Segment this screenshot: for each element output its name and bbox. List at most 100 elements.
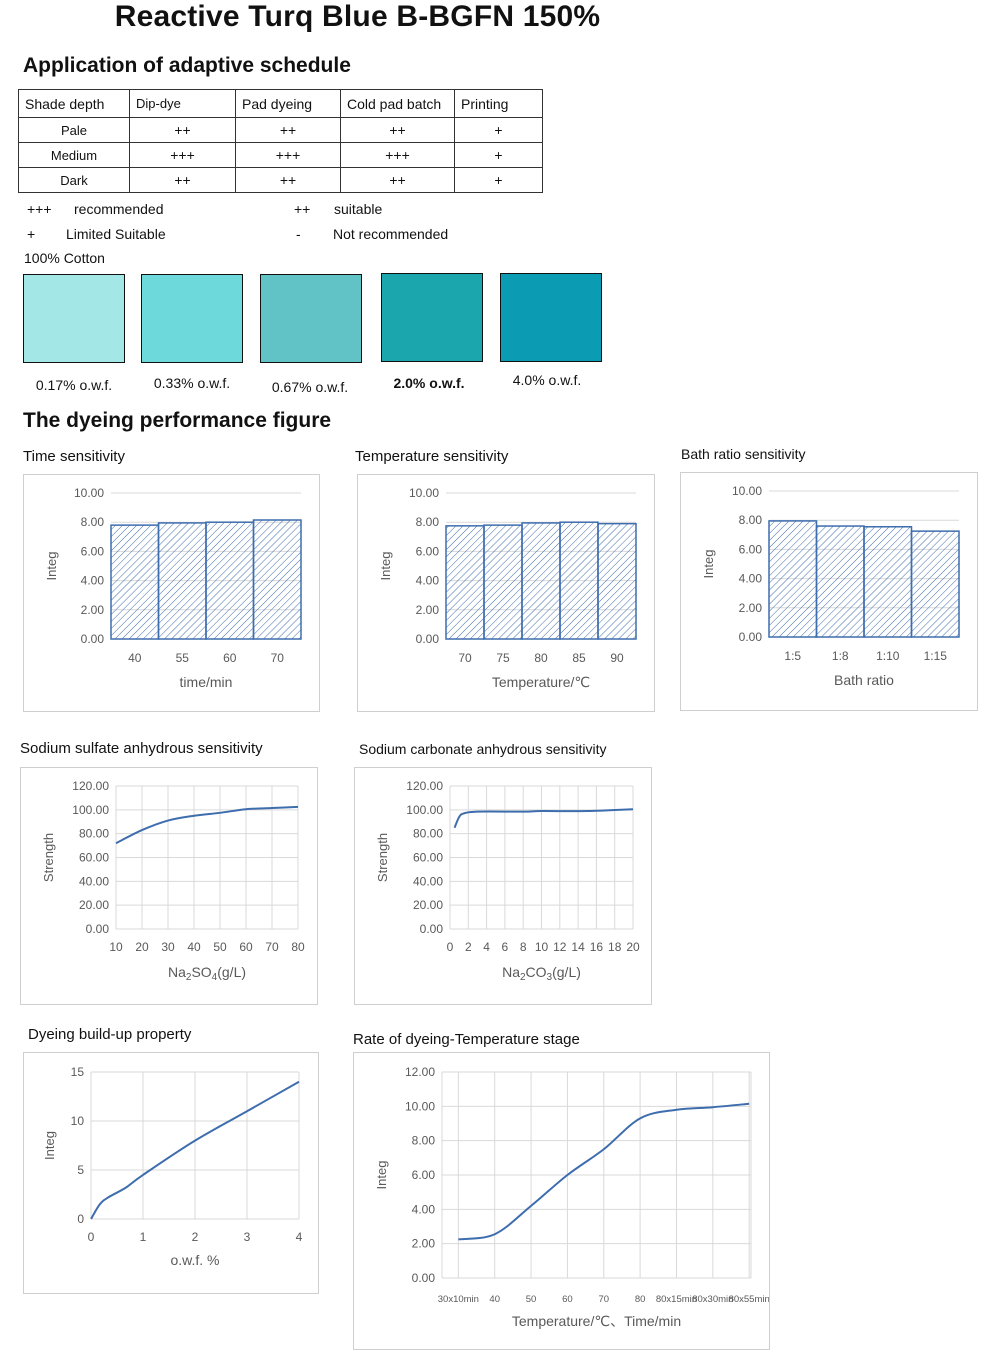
x-axis-label-part: Na: [502, 964, 520, 980]
y-tick-label: 0.00: [416, 632, 440, 646]
y-tick-label: 8.00: [739, 513, 763, 527]
y-tick-label: 8.00: [412, 1134, 436, 1148]
x-axis-label: time/min: [180, 674, 233, 690]
shades-heading: 100% Cotton: [24, 250, 105, 266]
bar: [559, 521, 599, 640]
bar: [205, 521, 255, 640]
x-tick-label: 80: [534, 651, 548, 665]
x-tick-label: 0: [88, 1230, 95, 1244]
table-cell: ++: [340, 167, 455, 193]
legend-symbol-limited: +: [27, 226, 36, 242]
sodium-sulfate-chart: 0.00 20.00 40.00 60.00 80.00 100.00 120.00 Stre…: [41, 779, 305, 983]
y-tick-label: 20.00: [413, 898, 443, 912]
y-tick-label: 15: [71, 1065, 85, 1079]
y-tick-label: 120.00: [406, 779, 443, 793]
chart-panel-bath: 0.00 2.00 4.00 6.00 8.00 10.00 Integ 1:5 1:8 1:10…: [680, 472, 978, 711]
shade-label: 4.0% o.w.f.: [512, 372, 582, 388]
x-tick-label: 10: [109, 940, 123, 954]
x-axis-label-part: SO: [191, 964, 211, 980]
y-tick-label: 6.00: [81, 544, 105, 558]
x-tick-label: 1:8: [832, 649, 849, 663]
y-tick-label: 10.00: [405, 1099, 435, 1113]
legend-symbol-not: -: [296, 226, 301, 242]
y-tick-label: 0.00: [86, 922, 110, 936]
y-axis-label: Integ: [42, 1131, 57, 1160]
y-tick-label: 10.00: [409, 486, 439, 500]
table-cell: +: [454, 142, 543, 168]
shade-label: 0.33% o.w.f.: [153, 375, 231, 391]
table-cell: +++: [235, 142, 341, 168]
chart-title: Temperature sensitivity: [355, 448, 509, 465]
x-tick-label: 3: [244, 1230, 251, 1244]
table-cell: ++: [129, 167, 236, 193]
bar: [597, 522, 637, 640]
x-tick-label: 16: [590, 940, 604, 954]
shade-swatch: [23, 274, 125, 363]
x-tick-label: 85: [572, 651, 586, 665]
shade-label: 2.0% o.w.f.: [393, 375, 465, 391]
x-tick-label: 80x55min: [729, 1294, 769, 1305]
x-axis-label: Na2CO3(g/L): [502, 964, 581, 983]
x-tick-label: 20: [626, 940, 640, 954]
header-cold-pad-batch: Cold pad batch: [340, 89, 455, 118]
x-tick-label: 70: [271, 651, 285, 665]
chart-title: Dyeing build-up property: [28, 1026, 192, 1043]
y-axis-label: Integ: [701, 550, 716, 579]
y-tick-label: 40.00: [79, 874, 109, 888]
x-tick-label: 1:5: [784, 649, 801, 663]
x-tick-label: 1:10: [876, 649, 900, 663]
y-tick-label: 60.00: [413, 851, 443, 865]
x-tick-label: 18: [608, 940, 622, 954]
x-tick-label: 2: [192, 1230, 199, 1244]
y-axis-label: Integ: [378, 552, 393, 581]
x-tick-label: 60: [562, 1294, 573, 1305]
header-dip-dye: Dip-dye: [129, 89, 236, 118]
temperature-sensitivity-chart: 0.00 2.00 4.00 6.00 8.00 10.00 Integ 70 75 80 85 90…: [378, 486, 637, 690]
bar: [863, 526, 913, 638]
y-tick-label: 0.00: [420, 922, 444, 936]
table-cell: ++: [340, 117, 455, 143]
table-cell: +++: [129, 142, 236, 168]
x-axis-label: Temperature/℃、Time/min: [512, 1313, 681, 1329]
x-tick-label: 6: [502, 940, 509, 954]
shade-label: 0.17% o.w.f.: [35, 377, 113, 393]
x-tick-label: 75: [496, 651, 510, 665]
x-tick-label: 10: [535, 940, 549, 954]
x-tick-label: 80: [635, 1294, 646, 1305]
legend-text-not: Not recommended: [333, 226, 449, 242]
x-axis-label-part: (g/L): [552, 964, 581, 980]
table-row: Medium +++ +++ +++ +: [18, 142, 543, 168]
bar: [910, 530, 960, 638]
chart-panel-buildup: 0 5 10 15 Integ 0 1 2 3 4 o.w.f. %: [23, 1052, 319, 1294]
x-tick-label: 55: [176, 651, 190, 665]
x-tick-label: 40: [489, 1294, 500, 1305]
series-line: [453, 808, 634, 829]
series-line: [458, 1102, 750, 1241]
table-cell: ++: [235, 117, 341, 143]
legend-text-recommended: recommended: [74, 201, 164, 217]
x-tick-label: 50: [526, 1294, 537, 1305]
y-tick-label: 60.00: [79, 851, 109, 865]
table-cell: +: [454, 117, 543, 143]
x-tick-label: 60: [223, 651, 237, 665]
x-tick-label: 40: [128, 651, 142, 665]
x-axis-label-part: 2: [520, 972, 526, 983]
chart-title: Bath ratio sensitivity: [681, 446, 806, 462]
y-tick-label: 2.00: [81, 603, 105, 617]
bar: [521, 522, 561, 640]
x-tick-label: 90: [610, 651, 624, 665]
x-tick-label: 30: [161, 940, 175, 954]
x-tick-label: 20: [135, 940, 149, 954]
x-tick-label: 2: [465, 940, 472, 954]
y-tick-label: 2.00: [412, 1237, 436, 1251]
y-tick-label: 2.00: [416, 603, 440, 617]
y-tick-label: 6.00: [739, 542, 763, 556]
series-line: [115, 805, 299, 845]
chart-title: Rate of dyeing-Temperature stage: [353, 1031, 580, 1048]
x-axis-label-part: 4: [212, 972, 218, 983]
y-tick-label: 8.00: [416, 515, 440, 529]
y-tick-label: 0.00: [739, 630, 763, 644]
y-tick-label: 80.00: [79, 827, 109, 841]
bar: [815, 525, 865, 638]
x-axis-label-part: CO: [526, 964, 547, 980]
